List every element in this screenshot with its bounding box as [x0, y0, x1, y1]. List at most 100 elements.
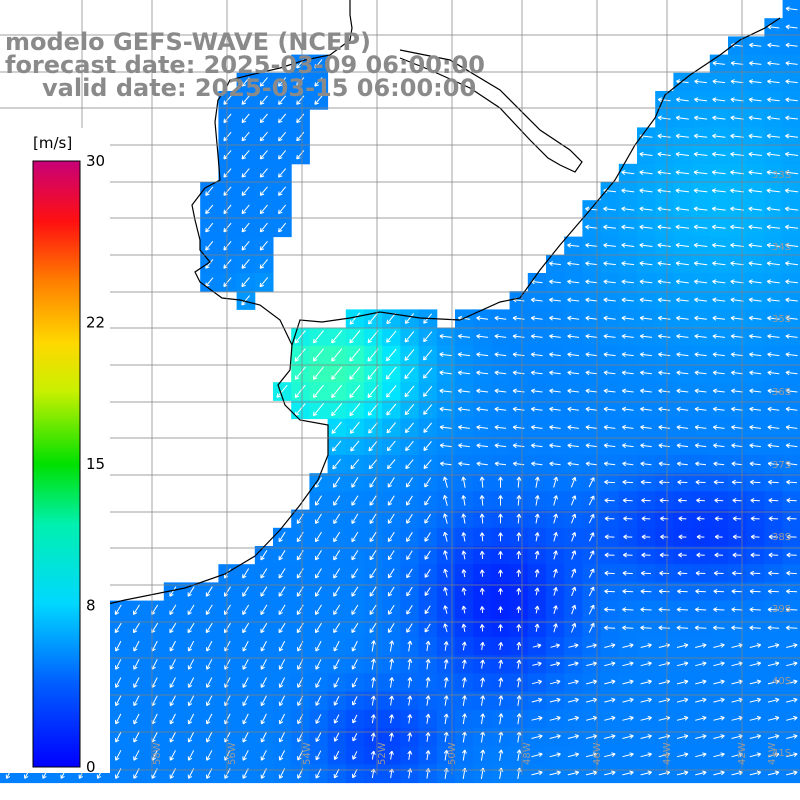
- wind-arrow: [622, 607, 634, 613]
- wind-arrow: [748, 297, 762, 303]
- wind-arrow: [676, 607, 689, 613]
- wind-arrow: [296, 113, 305, 124]
- wind-arrow: [730, 188, 744, 194]
- wind-arrow: [242, 604, 250, 615]
- wind-arrow: [296, 131, 305, 142]
- wind-arrow: [387, 459, 396, 470]
- wind-arrow: [640, 770, 652, 776]
- wind-arrow: [640, 625, 652, 631]
- colorbar-tick-label: 22: [86, 314, 105, 332]
- wind-arrow: [169, 731, 176, 743]
- wind-arrow: [785, 333, 798, 339]
- wind-arrow: [333, 513, 341, 524]
- wind-arrow: [658, 588, 670, 594]
- wind-arrow: [568, 643, 579, 649]
- wind-arrow: [714, 552, 724, 558]
- wind-arrow: [567, 261, 580, 266]
- wind-arrow: [516, 495, 522, 506]
- wind-arrow: [241, 222, 250, 233]
- wind-arrow: [767, 715, 780, 721]
- wind-arrow: [351, 677, 358, 688]
- wind-arrow: [205, 186, 214, 196]
- wind-arrow: [694, 424, 707, 430]
- wind-arrow: [224, 640, 231, 652]
- wind-arrow: [768, 516, 779, 522]
- wind-arrow: [389, 768, 394, 779]
- wind-arrow: [732, 534, 742, 540]
- wind-arrow: [694, 607, 707, 613]
- wind-arrow: [621, 279, 635, 285]
- wind-arrow: [424, 605, 431, 615]
- wind-arrow: [675, 115, 689, 121]
- wind-arrow: [476, 443, 488, 449]
- wind-arrow: [349, 312, 361, 325]
- wind-arrow: [278, 131, 287, 142]
- wind-arrow: [315, 568, 322, 579]
- wind-arrow: [676, 625, 689, 631]
- wind-arrow: [641, 534, 651, 540]
- wind-arrow: [768, 479, 779, 485]
- wind-arrow: [534, 605, 540, 614]
- wind-arrow: [548, 261, 561, 266]
- wind-arrow: [133, 640, 140, 652]
- wind-arrow: [351, 659, 358, 670]
- wind-arrow: [567, 443, 579, 449]
- wind-arrow: [749, 479, 761, 485]
- wind-arrow: [622, 715, 634, 721]
- wind-arrow: [457, 333, 471, 339]
- wind-arrow: [785, 315, 798, 321]
- wind-arrow: [604, 715, 616, 721]
- wind-arrow: [530, 315, 543, 321]
- wind-arrow: [749, 461, 761, 467]
- wind-arrow: [389, 640, 395, 652]
- wind-arrow: [694, 352, 707, 357]
- wind-arrow: [586, 643, 597, 648]
- wind-arrow: [694, 625, 707, 631]
- wind-arrow: [676, 643, 689, 648]
- wind-arrow: [676, 424, 689, 430]
- wind-arrow: [315, 732, 322, 743]
- wind-arrow: [713, 625, 725, 631]
- wind-arrow: [568, 661, 579, 667]
- wind-arrow: [476, 461, 488, 467]
- wind-arrow: [480, 713, 486, 725]
- wind-arrow: [693, 242, 708, 248]
- wind-arrow: [530, 352, 543, 357]
- wind-arrow: [241, 113, 250, 124]
- wind-arrow: [534, 550, 540, 560]
- wind-arrow: [767, 461, 779, 467]
- wind-arrow: [530, 388, 543, 394]
- wind-arrow: [260, 713, 267, 725]
- wind-arrow: [387, 568, 395, 579]
- wind-arrow: [767, 643, 780, 648]
- wind-arrow: [133, 713, 140, 725]
- wind-arrow: [443, 513, 448, 524]
- wind-arrow: [314, 495, 323, 506]
- wind-arrow: [516, 587, 522, 595]
- wind-arrow: [350, 440, 360, 452]
- wind-arrow: [406, 550, 413, 561]
- wind-arrow: [498, 588, 503, 595]
- wind-arrow: [461, 641, 467, 651]
- wind-arrow: [622, 734, 634, 739]
- wind-arrow: [549, 370, 561, 376]
- wind-arrow: [241, 240, 250, 251]
- wind-arrow: [767, 752, 780, 758]
- wind-arrow: [532, 661, 542, 667]
- wind-arrow: [534, 532, 540, 542]
- wind-arrow: [676, 297, 689, 303]
- wind-arrow: [476, 315, 489, 321]
- wind-arrow: [241, 131, 250, 142]
- latitude-label: 33S: [772, 170, 791, 181]
- wind-arrow: [549, 697, 561, 703]
- wind-arrow: [424, 513, 432, 524]
- wind-arrow: [658, 643, 671, 648]
- wind-arrow: [349, 366, 361, 380]
- wind-arrow: [494, 443, 507, 449]
- wind-arrow: [351, 604, 359, 615]
- wind-arrow: [333, 732, 340, 742]
- wind-arrow: [443, 641, 449, 651]
- wind-arrow: [767, 734, 780, 739]
- wind-arrow: [312, 330, 324, 344]
- wind-arrow: [748, 115, 762, 121]
